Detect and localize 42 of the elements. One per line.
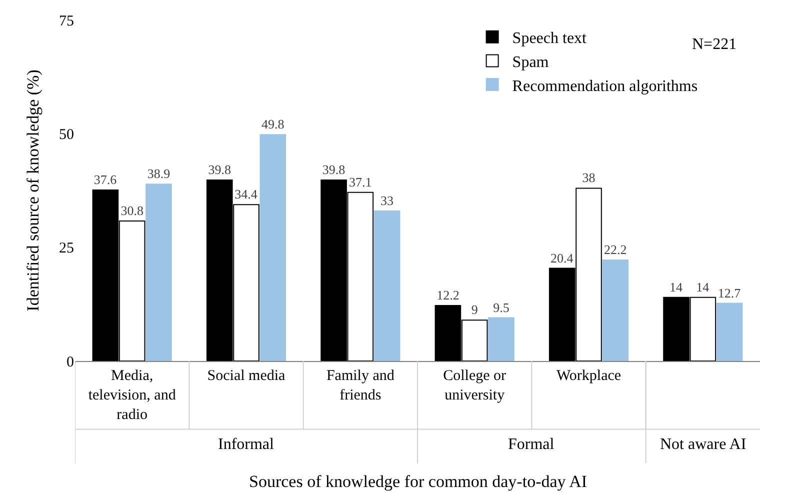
data-label: 39.8 <box>208 162 231 178</box>
x-tick-label: Social media <box>207 368 286 384</box>
bar <box>260 134 286 361</box>
x-tick-label: Family and friends <box>326 368 395 404</box>
bar <box>488 317 514 361</box>
text: Formal <box>508 436 555 453</box>
y-tick-label: 25 <box>59 240 74 257</box>
text: Informal <box>218 436 275 453</box>
data-label: 49.8 <box>262 116 284 132</box>
x-tick-label: College or university <box>443 368 506 404</box>
x-axis-title: Sources of knowledge for common day-to-day AI <box>249 472 588 491</box>
y-tick-label: 75 <box>59 13 74 30</box>
data-label: 12.2 <box>436 288 460 303</box>
data-label: 34.4 <box>234 186 258 202</box>
bar <box>716 302 743 361</box>
x-tick-label: Media, television, and radio <box>88 368 176 423</box>
y-tick-label: 50 <box>59 126 74 143</box>
x-tick-label: Workplace <box>556 368 622 384</box>
bar <box>602 260 629 361</box>
data-label: 14 <box>670 279 684 294</box>
data-label: 14 <box>696 279 710 294</box>
data-label: 30.8 <box>120 202 144 218</box>
legend-label: Recommendation algorithms <box>512 78 698 95</box>
legend-label: Speech text <box>512 30 588 48</box>
legend-label: Spam <box>512 54 550 71</box>
bar <box>374 210 400 361</box>
annotation: N=221 <box>692 36 737 53</box>
data-label: 38 <box>582 170 596 186</box>
data-label: 33 <box>380 192 394 208</box>
data-label: 37.1 <box>349 174 372 190</box>
y-axis-title: Identified source of knowledge (%) <box>24 70 43 312</box>
data-label: 39.8 <box>322 162 346 178</box>
data-label: 9 <box>471 302 478 318</box>
data-label: 9.5 <box>493 300 510 315</box>
data-label: 37.6 <box>94 172 118 188</box>
data-label: 38.9 <box>147 166 170 182</box>
bar <box>146 184 172 361</box>
text: Not aware AI <box>660 436 746 453</box>
y-tick-label: 0 <box>66 354 74 370</box>
data-label: 12.7 <box>718 285 742 300</box>
data-label: 20.4 <box>550 250 574 266</box>
data-label: 22.2 <box>604 242 627 258</box>
